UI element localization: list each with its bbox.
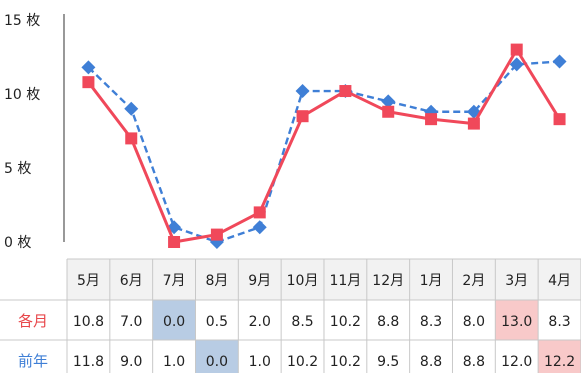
- point-previous-1: [124, 101, 139, 116]
- series-lines: [81, 43, 567, 249]
- data-value-label: 9.5: [377, 354, 399, 370]
- point-previous-5: [295, 84, 310, 99]
- x-category-label: 10月: [287, 273, 319, 289]
- x-category-label: 5月: [77, 273, 100, 289]
- highlight-cell: [152, 300, 196, 340]
- data-value-label: 8.8: [377, 314, 399, 330]
- series-row-label: 各月: [18, 312, 48, 330]
- point-current-0: [82, 76, 95, 89]
- x-category-label: 7月: [163, 273, 186, 289]
- highlight-cell: [495, 300, 539, 340]
- data-value-label: 9.0: [120, 354, 142, 370]
- point-current-1: [125, 132, 138, 145]
- x-category-label: 11月: [329, 273, 361, 289]
- point-previous-10: [509, 57, 524, 72]
- point-current-10: [510, 43, 523, 56]
- point-current-3: [210, 228, 223, 241]
- data-value-label: 1.0: [163, 354, 185, 370]
- data-value-label: 0.5: [206, 314, 228, 330]
- point-current-11: [553, 113, 566, 126]
- data-value-label: 13.0: [501, 314, 532, 330]
- data-value-label: 2.0: [249, 314, 271, 330]
- data-value-label: 12.0: [501, 354, 532, 370]
- data-value-label: 1.0: [249, 354, 271, 370]
- series-line-current: [87, 48, 561, 244]
- x-category-label: 2月: [462, 273, 485, 289]
- data-value-label: 11.8: [73, 354, 104, 370]
- x-category-label: 3月: [505, 273, 528, 289]
- data-value-label: 8.5: [291, 314, 313, 330]
- point-current-2: [168, 236, 181, 248]
- highlight-cell: [195, 340, 239, 373]
- series-line-previous: [87, 60, 560, 244]
- x-category-label: 6月: [120, 273, 143, 289]
- x-category-label: 4月: [548, 273, 571, 289]
- data-value-label: 7.0: [120, 314, 142, 330]
- data-value-label: 12.2: [544, 354, 575, 370]
- y-axis: 0 枚 5 枚 10 枚 15 枚: [4, 13, 65, 251]
- x-category-label: 9月: [248, 273, 271, 289]
- point-current-4: [253, 206, 266, 219]
- data-value-label: 8.3: [420, 314, 442, 330]
- data-value-label: 10.2: [287, 354, 318, 370]
- point-previous-4: [252, 220, 267, 235]
- x-category-label: 1月: [420, 273, 443, 289]
- data-value-label: 8.3: [548, 314, 570, 330]
- point-current-6: [339, 85, 352, 98]
- y-tick-label: 15 枚: [4, 13, 40, 29]
- x-category-label: 8月: [205, 273, 228, 289]
- point-previous-0: [81, 60, 96, 75]
- data-value-label: 8.8: [420, 354, 442, 370]
- series-row-label: 前年: [18, 352, 48, 370]
- data-value-label: 8.0: [463, 314, 485, 330]
- y-tick-label: 10 枚: [4, 87, 40, 103]
- data-value-label: 0.0: [163, 314, 185, 330]
- point-current-7: [382, 105, 395, 118]
- data-value-label: 10.8: [73, 314, 104, 330]
- y-tick-label: 5 枚: [4, 161, 31, 177]
- highlight-cell: [538, 340, 581, 373]
- data-value-label: 8.8: [463, 354, 485, 370]
- point-current-5: [296, 110, 309, 123]
- point-previous-11: [552, 54, 567, 69]
- x-category-label: 12月: [372, 273, 404, 289]
- data-value-label: 10.2: [330, 354, 361, 370]
- data-value-label: 0.0: [206, 354, 228, 370]
- point-current-9: [467, 117, 480, 130]
- y-tick-label: 0 枚: [4, 235, 31, 251]
- point-current-8: [425, 113, 438, 126]
- point-previous-7: [381, 94, 396, 109]
- data-value-label: 10.2: [330, 314, 361, 330]
